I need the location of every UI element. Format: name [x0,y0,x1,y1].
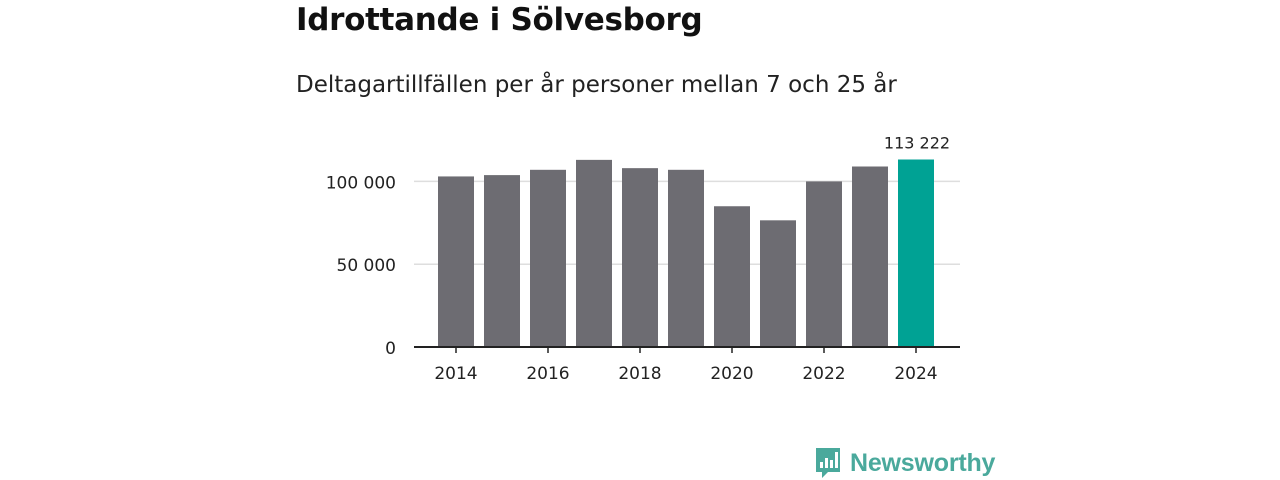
y-tick-label: 0 [385,339,396,359]
x-tick-label: 2016 [526,364,569,384]
bar-2024 [898,159,934,347]
chart-title: Idrottande i Sölvesborg [296,2,703,38]
labels: 0 50 000 100 000 113 222 2014 2016 2018 2020 202… [326,134,950,384]
bar-2018 [622,168,658,347]
bar-chart: 0 50 000 100 000 113 222 2014 2016 2018 2020 202… [326,134,960,384]
newsworthy-brand: Newsworthy [814,446,995,480]
bar-2020 [714,206,750,347]
data-label: 113 222 [884,134,950,153]
bar-2021 [760,220,796,347]
y-tick-label: 50 000 [337,256,396,276]
x-tick-label: 2020 [710,364,753,384]
y-tick-label: 100 000 [326,173,396,193]
x-tick-label: 2024 [894,364,937,384]
bar-2014 [438,176,474,347]
bar-2017 [576,159,612,347]
bar-2023 [852,166,888,347]
bar-2016 [530,169,566,347]
bar-2022 [806,181,842,347]
newsworthy-logo-icon [816,448,840,478]
brand-name: Newsworthy [850,448,996,477]
axes [414,346,960,353]
x-tick-label: 2022 [802,364,845,384]
x-tick-label: 2018 [618,364,661,384]
bars [438,159,934,347]
chart-subtitle: Deltagartillfällen per år personer mella… [296,72,897,98]
x-tick-label: 2014 [434,364,477,384]
bar-2015 [484,175,520,347]
bar-2019 [668,169,704,347]
